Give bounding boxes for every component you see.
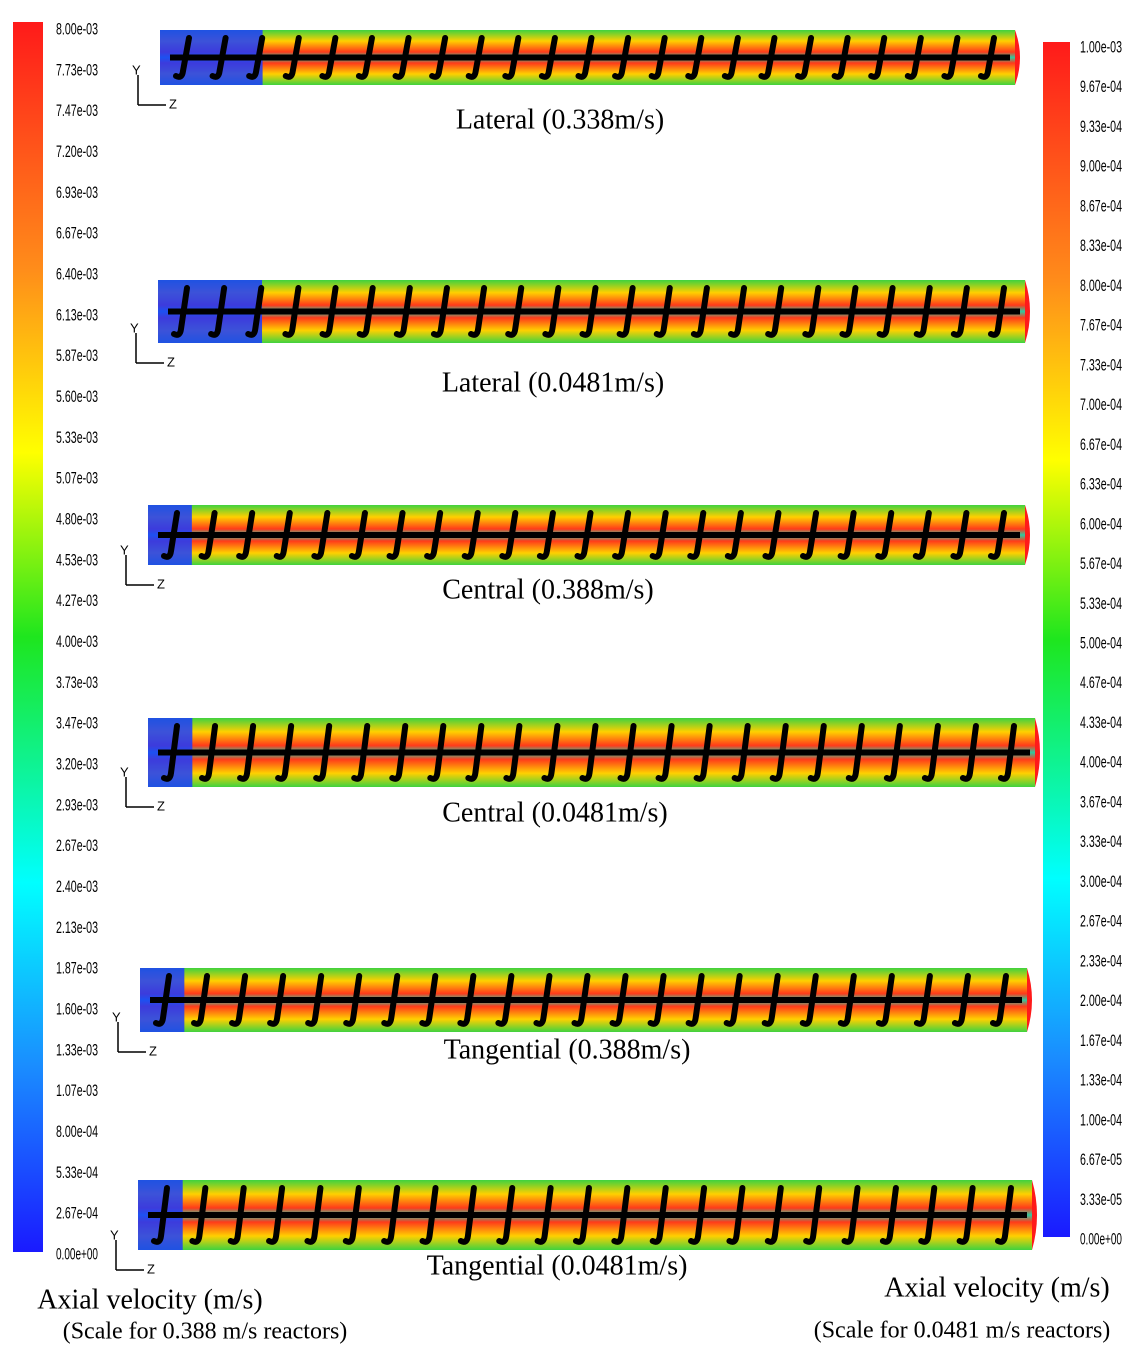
scale-label: 1.33e-03: [56, 1040, 98, 1059]
scale-label: 2.33e-04: [1080, 951, 1122, 970]
scale-label: 3.33e-05: [1080, 1190, 1122, 1209]
scale-label: 6.33e-04: [1080, 475, 1122, 494]
scale-label: 3.20e-03: [56, 754, 98, 773]
scale-label: 7.33e-04: [1080, 355, 1122, 374]
scale-label: 5.33e-04: [1080, 594, 1122, 613]
scale-label: 8.67e-04: [1080, 196, 1122, 215]
scale-label: 4.00e-03: [56, 632, 98, 651]
triad-label: Z: [157, 576, 165, 591]
scale-label: 4.80e-03: [56, 509, 98, 528]
scale-label: 7.47e-03: [56, 101, 98, 120]
scale-label: 4.27e-03: [56, 591, 98, 610]
scale-label: 5.07e-03: [56, 469, 98, 488]
outlet-cap: [1025, 280, 1030, 343]
scale-label: 2.00e-04: [1080, 991, 1122, 1010]
right-colorbar: [1043, 42, 1070, 1237]
triad-label: Z: [149, 1043, 157, 1058]
scale-label: 4.00e-04: [1080, 753, 1122, 772]
scale-label: 1.87e-03: [56, 959, 98, 978]
scale-label: 5.33e-04: [56, 1163, 98, 1182]
scale-label: 5.87e-03: [56, 346, 98, 365]
scale-label: 9.67e-04: [1080, 77, 1122, 96]
scale-label: 5.00e-04: [1080, 633, 1122, 652]
scale-label: 1.67e-04: [1080, 1031, 1122, 1050]
page: Axial velocity (m/s) (Scale for 0.388 m/…: [0, 0, 1137, 1345]
scale-label: 5.60e-03: [56, 387, 98, 406]
scale-label: 1.33e-04: [1080, 1071, 1122, 1090]
triad-label: Z: [167, 354, 175, 369]
scale-label: 9.00e-04: [1080, 157, 1122, 176]
scale-label: 0.00e+00: [1080, 1229, 1122, 1248]
scale-label: 0.00e+00: [56, 1244, 98, 1263]
scale-label: 9.33e-04: [1080, 117, 1122, 136]
triad-label: Y: [120, 764, 129, 779]
panel-label: Tangential (0.0481m/s): [427, 1250, 688, 1281]
triad-label: Z: [169, 96, 177, 111]
scale-label: 7.73e-03: [56, 60, 98, 79]
scale-label: 6.67e-03: [56, 224, 98, 243]
triad-label: Y: [130, 320, 139, 335]
scale-label: 1.00e-04: [1080, 1110, 1122, 1129]
scale-label: 2.93e-03: [56, 795, 98, 814]
scale-label: 3.47e-03: [56, 714, 98, 733]
scale-label: 3.67e-04: [1080, 792, 1122, 811]
scale-label: 4.67e-04: [1080, 673, 1122, 692]
scale-label: 2.67e-04: [1080, 912, 1122, 931]
triad-label: Z: [157, 798, 165, 813]
figure: Axial velocity (m/s) (Scale for 0.388 m/…: [0, 0, 1137, 1345]
scale-label: 3.33e-04: [1080, 832, 1122, 851]
outlet-cap: [1025, 505, 1030, 565]
scale-label: 8.33e-04: [1080, 236, 1122, 255]
scale-label: 6.00e-04: [1080, 514, 1122, 533]
scale-label: 1.60e-03: [56, 999, 98, 1018]
outlet-cap: [1032, 1180, 1037, 1250]
scale-label: 8.00e-04: [56, 1122, 98, 1141]
scale-label: 2.40e-03: [56, 877, 98, 896]
triad-label: Y: [132, 62, 141, 77]
panel-label: Central (0.388m/s): [442, 574, 654, 605]
scale-label: 6.67e-05: [1080, 1150, 1122, 1169]
scale-label: 5.67e-04: [1080, 554, 1122, 573]
triad-label: Y: [110, 1227, 119, 1242]
panel-label: Lateral (0.338m/s): [456, 104, 664, 135]
outlet-cap: [1015, 30, 1020, 85]
scale-label: 1.07e-03: [56, 1081, 98, 1100]
scale-label: 4.53e-03: [56, 550, 98, 569]
panel-label: Central (0.0481m/s): [442, 797, 668, 828]
outlet-cap: [1035, 718, 1040, 787]
panel-label: Tangential (0.388m/s): [444, 1034, 691, 1065]
right-scale-title: Axial velocity (m/s): [884, 1272, 1110, 1303]
scale-label: 4.33e-04: [1080, 713, 1122, 732]
scale-label: 1.00e-03: [1080, 37, 1122, 56]
left-scale-title: Axial velocity (m/s): [37, 1284, 263, 1315]
scale-label: 6.13e-03: [56, 305, 98, 324]
scale-label: 2.67e-03: [56, 836, 98, 855]
scale-label: 6.40e-03: [56, 264, 98, 283]
scale-label: 7.67e-04: [1080, 316, 1122, 335]
left-colorbar: [13, 22, 43, 1252]
scale-label: 2.67e-04: [56, 1204, 98, 1223]
scale-label: 2.13e-03: [56, 918, 98, 937]
scale-label: 3.73e-03: [56, 673, 98, 692]
outlet-cap: [1027, 968, 1032, 1032]
right-scale-subtitle: (Scale for 0.0481 m/s reactors): [814, 1318, 1111, 1344]
scale-label: 7.20e-03: [56, 142, 98, 161]
triad-label: Y: [112, 1009, 121, 1024]
triad-label: Z: [147, 1261, 155, 1276]
triad-label: Y: [120, 542, 129, 557]
scale-label: 5.33e-03: [56, 428, 98, 447]
scale-label: 6.67e-04: [1080, 435, 1122, 454]
scale-label: 7.00e-04: [1080, 395, 1122, 414]
scale-label: 8.00e-04: [1080, 276, 1122, 295]
left-scale-subtitle: (Scale for 0.388 m/s reactors): [63, 1319, 348, 1345]
scale-label: 3.00e-04: [1080, 872, 1122, 891]
scale-label: 6.93e-03: [56, 183, 98, 202]
scale-label: 8.00e-03: [56, 19, 98, 38]
panel-label: Lateral (0.0481m/s): [442, 367, 664, 398]
